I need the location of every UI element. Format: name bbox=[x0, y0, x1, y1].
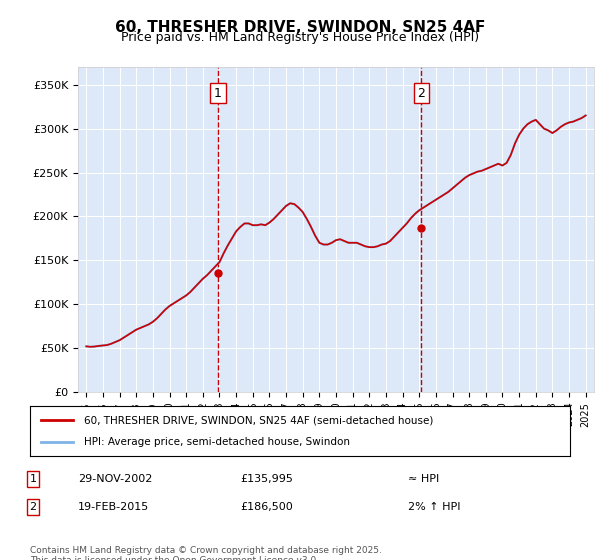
Text: 60, THRESHER DRIVE, SWINDON, SN25 4AF (semi-detached house): 60, THRESHER DRIVE, SWINDON, SN25 4AF (s… bbox=[84, 415, 433, 425]
Text: HPI: Average price, semi-detached house, Swindon: HPI: Average price, semi-detached house,… bbox=[84, 437, 350, 447]
Text: 2% ↑ HPI: 2% ↑ HPI bbox=[408, 502, 461, 512]
Text: 2: 2 bbox=[29, 502, 37, 512]
Text: Contains HM Land Registry data © Crown copyright and database right 2025.
This d: Contains HM Land Registry data © Crown c… bbox=[30, 546, 382, 560]
Text: 1: 1 bbox=[214, 87, 222, 100]
Text: Price paid vs. HM Land Registry's House Price Index (HPI): Price paid vs. HM Land Registry's House … bbox=[121, 31, 479, 44]
Text: 1: 1 bbox=[29, 474, 37, 484]
Text: £135,995: £135,995 bbox=[240, 474, 293, 484]
Text: 2: 2 bbox=[418, 87, 425, 100]
Text: ≈ HPI: ≈ HPI bbox=[408, 474, 439, 484]
Text: £186,500: £186,500 bbox=[240, 502, 293, 512]
Text: 29-NOV-2002: 29-NOV-2002 bbox=[78, 474, 152, 484]
Text: 60, THRESHER DRIVE, SWINDON, SN25 4AF: 60, THRESHER DRIVE, SWINDON, SN25 4AF bbox=[115, 20, 485, 35]
Text: 19-FEB-2015: 19-FEB-2015 bbox=[78, 502, 149, 512]
